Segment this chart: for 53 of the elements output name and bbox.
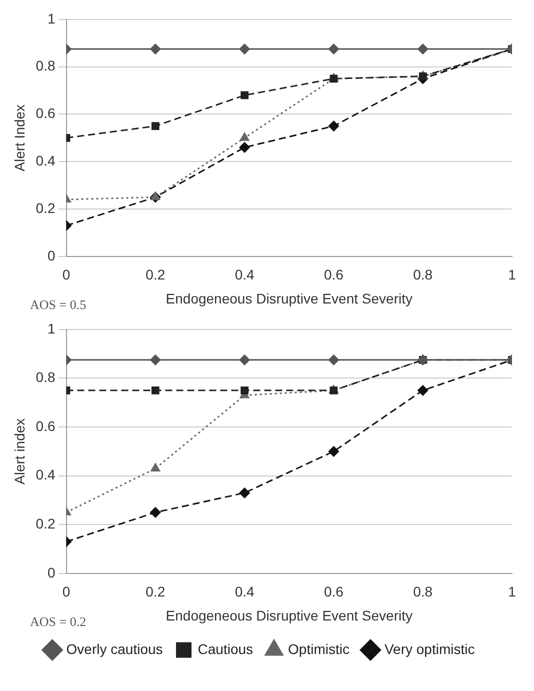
x-tick-label: 0 [62,266,70,283]
y-tick-label: 0.6 [36,418,56,434]
point [239,488,250,498]
y-tick-label: 0 [47,247,56,264]
point [151,386,160,394]
point [150,354,161,366]
point [328,120,339,132]
x-tick-label: 0.8 [413,266,433,283]
point [239,142,250,153]
x-tick-label: 1 [508,584,516,600]
y-axis-title: Alert Index [11,104,28,172]
legend-label: Overly cautious [66,640,163,657]
y-tick-label: 0.4 [36,466,56,483]
x-axis-title: Endogeneous Disruptive Event Severity [166,607,412,624]
point [240,386,248,394]
y-tick-label: 1 [47,10,56,26]
text: AOS = 0.5 [30,296,86,312]
point [150,463,160,472]
point [239,354,250,366]
y-tick-label: 0.8 [36,369,56,386]
x-tick-label: 0.6 [324,584,344,600]
y-tick-label: 0.2 [36,200,56,216]
point [150,507,161,518]
x-tick-label: 0.4 [234,584,254,600]
point [328,446,339,457]
y-tick-label: 1 [47,320,56,336]
legend-label: Cautious [198,640,254,657]
point [240,132,250,141]
point [328,44,339,54]
point [418,44,428,54]
text: AOS = 0.2 [30,614,86,629]
x-tick-label: 0.2 [146,584,166,600]
x-tick-label: 0.8 [413,584,433,600]
legend-label: Optimistic [288,640,350,657]
y-axis-title: Alert index [11,418,28,484]
point [239,44,250,54]
x-tick-label: 0.6 [324,266,344,283]
y-tick-label: 0.2 [36,515,56,532]
x-tick-label: 0 [62,584,70,600]
x-axis-title: Endogeneous Disruptive Event Severity [166,290,412,306]
y-tick-label: 0.8 [36,58,56,74]
y-tick-label: 0 [47,564,56,580]
point [151,122,160,130]
legend-label: Very optimistic [384,640,475,657]
point [240,91,248,100]
x-tick-label: 0.2 [146,266,166,283]
point [418,385,428,396]
point [150,44,161,54]
x-tick-label: 1 [508,266,516,283]
y-tick-label: 0.4 [36,152,56,168]
point [328,354,339,366]
y-tick-label: 0.6 [36,105,56,122]
x-tick-label: 0.4 [234,266,254,283]
